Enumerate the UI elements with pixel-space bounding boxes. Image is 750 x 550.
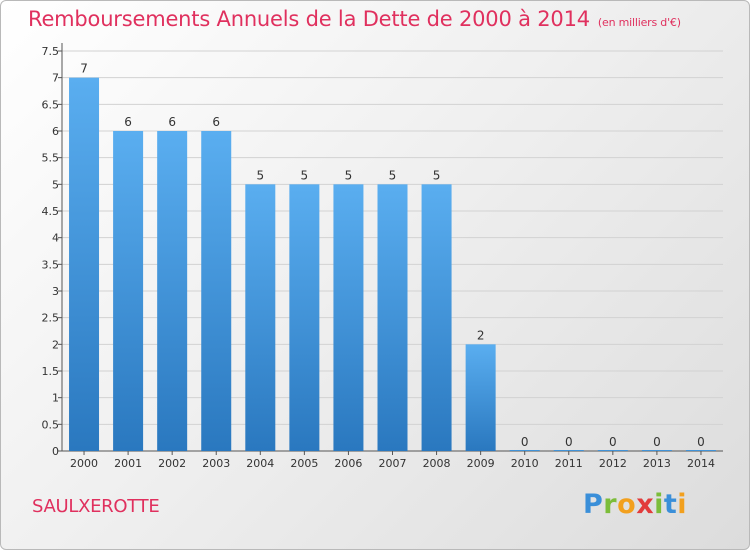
x-tick-label: 2014	[687, 457, 715, 470]
x-tick-label: 2004	[246, 457, 274, 470]
data-label-2002: 6	[168, 115, 176, 129]
y-tick-label: 7.5	[42, 45, 60, 58]
bar-2004	[245, 184, 276, 452]
bar-2012	[597, 450, 628, 451]
data-label-2006: 5	[345, 168, 353, 182]
bar-2000	[69, 77, 100, 452]
y-tick-label: 4	[52, 232, 59, 245]
chart-title-text: Remboursements Annuels de la Dette de 20…	[28, 7, 590, 31]
x-tick-label: 2005	[290, 457, 318, 470]
x-tick-label: 2007	[379, 457, 407, 470]
bar-2008	[421, 184, 452, 452]
y-tick-label: 6	[52, 125, 59, 138]
logo-letter: o	[617, 489, 637, 520]
data-label-2008: 5	[433, 168, 441, 182]
bar-2005	[289, 184, 320, 452]
logo-letter: i	[654, 489, 664, 520]
x-tick-label: 2001	[114, 457, 142, 470]
bar-2014	[685, 450, 716, 451]
data-label-2010: 0	[521, 435, 529, 449]
data-label-2014: 0	[697, 435, 705, 449]
data-label-2003: 6	[212, 115, 220, 129]
place-name: SAULXEROTTE	[32, 496, 160, 517]
data-label-2001: 6	[124, 115, 132, 129]
bar-2001	[113, 131, 144, 451]
x-tick-label: 2011	[555, 457, 583, 470]
y-tick-label: 5	[52, 178, 59, 191]
x-tick-label: 2010	[511, 457, 539, 470]
x-tick-label: 2000	[70, 457, 98, 470]
bar-2009	[465, 344, 496, 451]
y-tick-label: 4.5	[42, 205, 60, 218]
y-tick-label: 2.5	[42, 312, 60, 325]
x-tick-label: 2012	[599, 457, 627, 470]
x-tick-label: 2002	[158, 457, 186, 470]
chart-unit-note: (en milliers d'€)	[597, 16, 681, 29]
y-tick-label: 2	[52, 338, 59, 351]
bar-2006	[333, 184, 364, 452]
y-tick-label: 7	[52, 72, 59, 85]
y-tick-label: 3.5	[42, 258, 60, 271]
logo-letter: P	[583, 489, 604, 520]
x-tick-label: 2013	[643, 457, 671, 470]
bar-2010	[509, 450, 540, 451]
logo-letter: i	[677, 489, 688, 520]
bar-2003	[201, 131, 232, 451]
y-tick-label: 1.5	[42, 365, 60, 378]
bars	[69, 77, 716, 452]
data-label-2007: 5	[389, 168, 397, 182]
logo-letter: r	[603, 489, 618, 520]
labels: 00.511.522.533.544.555.566.577.572000620…	[42, 45, 715, 470]
x-tick-label: 2009	[467, 457, 495, 470]
y-tick-label: 0	[52, 445, 59, 458]
y-tick-label: 3	[52, 285, 59, 298]
data-label-2012: 0	[609, 435, 617, 449]
logo-letter: t	[663, 489, 678, 520]
bar-2007	[377, 184, 408, 452]
bar-2002	[157, 131, 188, 451]
data-label-2000: 7	[80, 62, 88, 76]
y-tick-label: 1	[52, 392, 59, 405]
x-tick-label: 2003	[202, 457, 230, 470]
x-tick-label: 2008	[423, 457, 451, 470]
y-tick-label: 6.5	[42, 98, 60, 111]
bar-2013	[641, 450, 672, 451]
data-label-2005: 5	[301, 168, 309, 182]
y-tick-label: 5.5	[42, 152, 60, 165]
chart-title: Remboursements Annuels de la Dette de 20…	[28, 7, 681, 31]
data-label-2004: 5	[256, 168, 264, 182]
proxiti-logo: Proxiti	[583, 489, 687, 520]
data-label-2011: 0	[565, 435, 573, 449]
data-label-2009: 2	[477, 328, 485, 342]
logo-letter: x	[636, 489, 655, 520]
x-tick-label: 2006	[334, 457, 362, 470]
bar-2011	[553, 450, 584, 451]
y-tick-label: 0.5	[42, 418, 60, 431]
data-label-2013: 0	[653, 435, 661, 449]
